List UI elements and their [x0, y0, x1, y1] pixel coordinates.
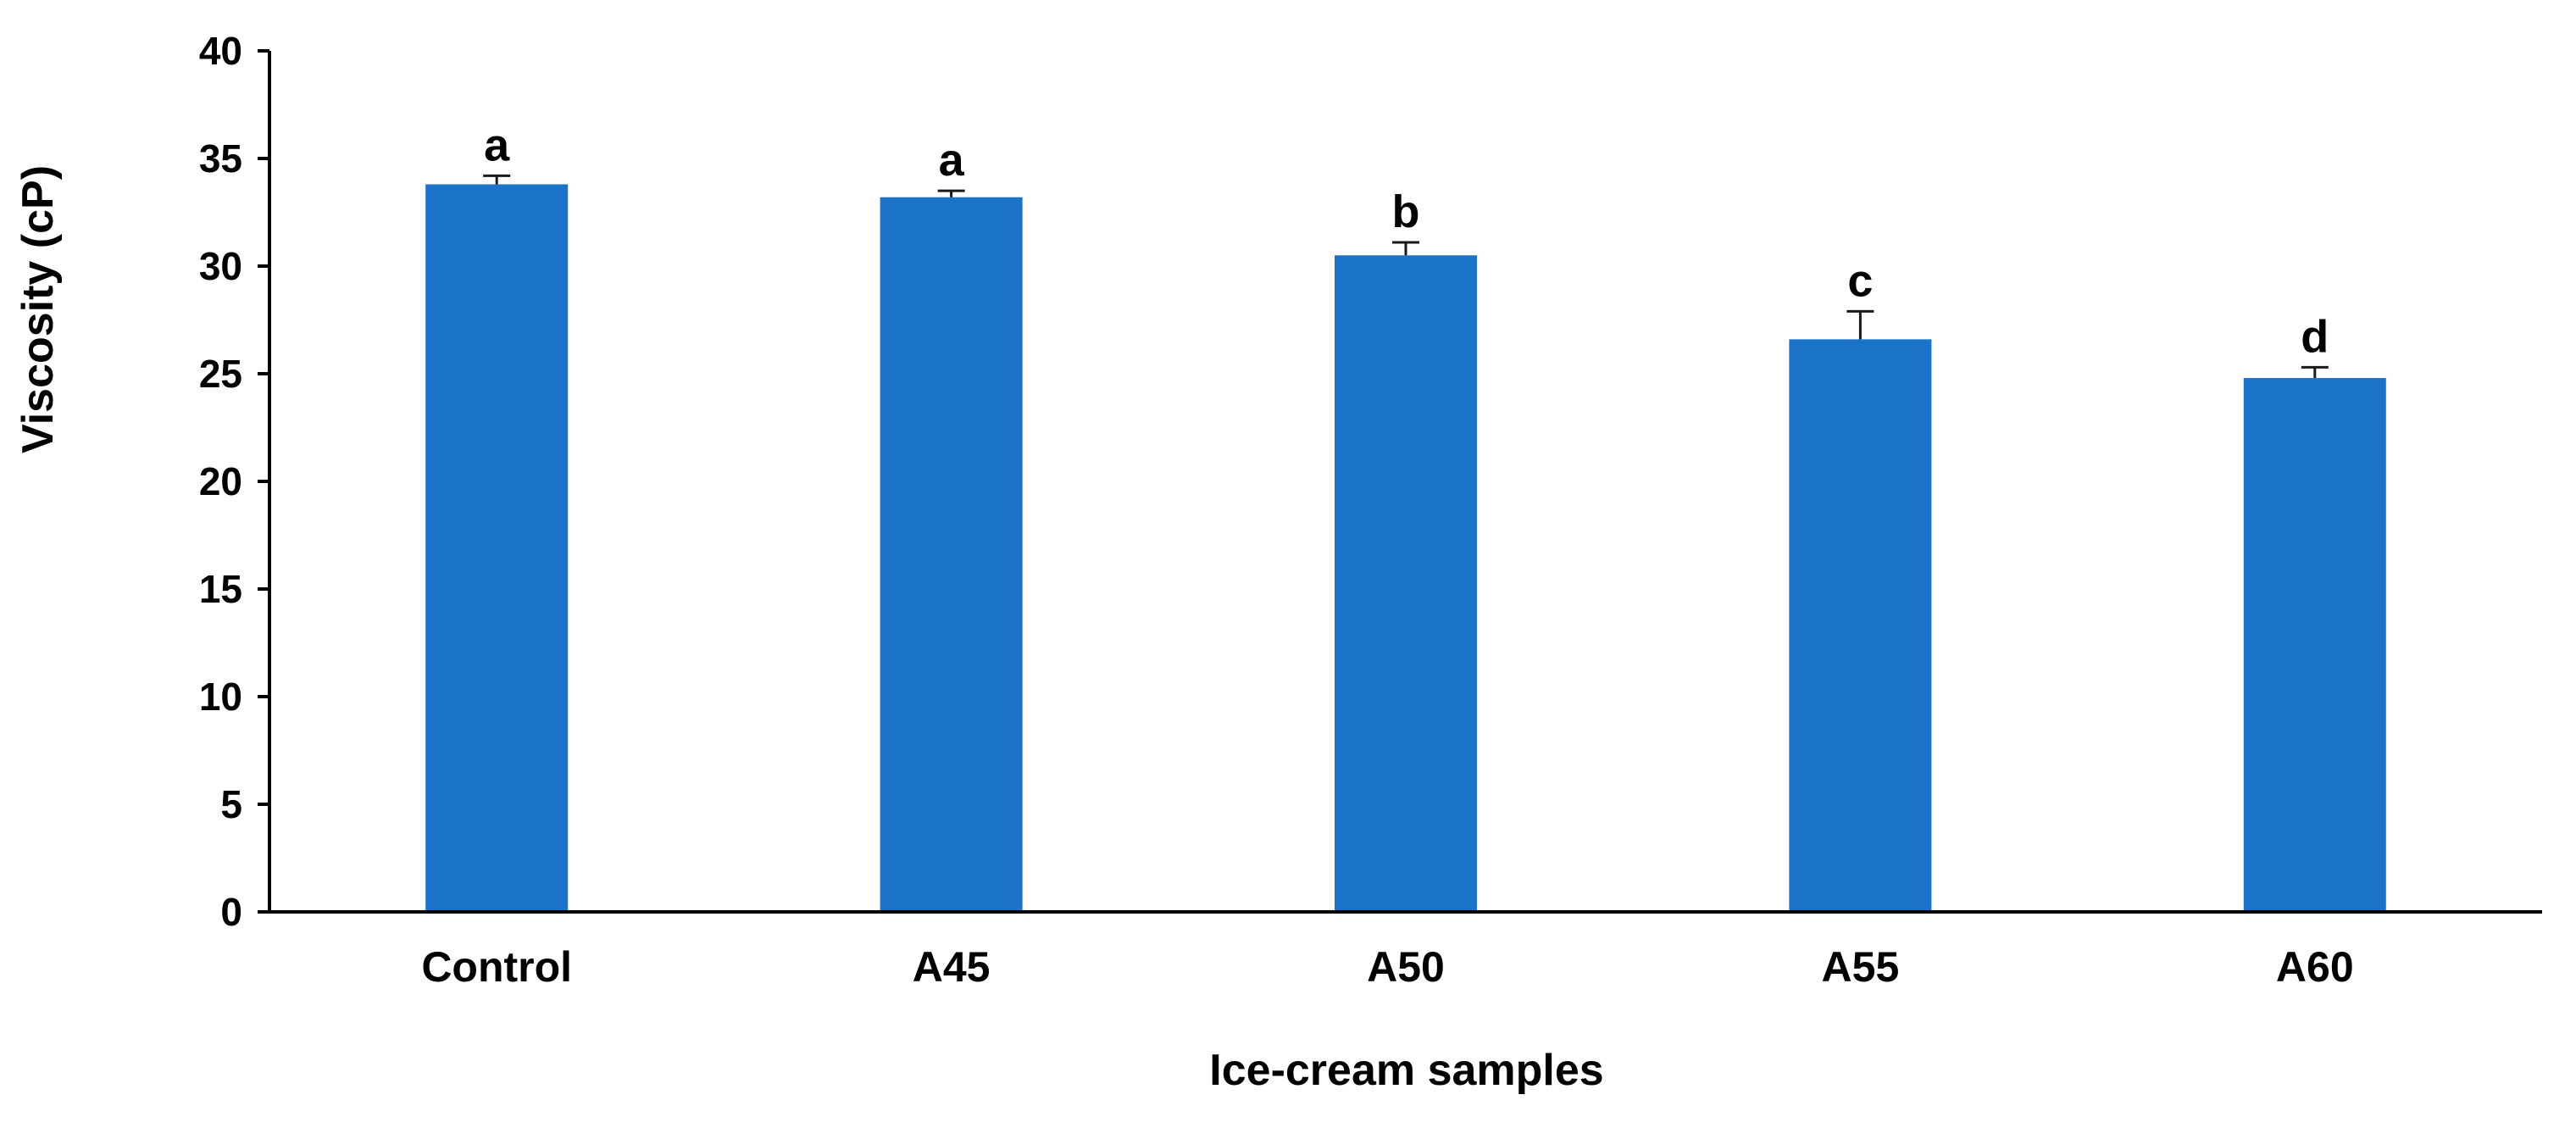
- y-axis-title: Viscosity (cP): [14, 165, 63, 453]
- x-tick-label-a45: A45: [913, 943, 991, 991]
- significance-label-a45: a: [939, 135, 965, 186]
- x-tick-label-a50: A50: [1367, 943, 1445, 991]
- x-tick-label-a60: A60: [2276, 943, 2354, 991]
- significance-label-a60: d: [2301, 311, 2329, 362]
- bar-a55: [1789, 339, 1932, 912]
- y-tick-label: 40: [199, 29, 242, 73]
- bar-a60: [2243, 378, 2386, 913]
- significance-label-a55: c: [1847, 255, 1873, 306]
- y-tick-label: 25: [199, 352, 242, 396]
- x-axis-ticks: Control A45 A50 A55 A60: [421, 943, 2353, 991]
- x-tick-label-control: Control: [421, 943, 572, 991]
- y-tick-label: 15: [199, 567, 242, 611]
- y-tick-label: 0: [220, 890, 242, 934]
- x-tick-label-a55: A55: [1822, 943, 1900, 991]
- y-tick-label: 35: [199, 136, 242, 181]
- error-bars: [483, 174, 2329, 379]
- x-axis-title: Ice-cream samples: [1209, 1046, 1603, 1095]
- bar-control: [425, 184, 569, 913]
- y-axis-ticks: 0 5 10 15 20 25 30 35 40: [199, 29, 269, 934]
- bar-a50: [1335, 255, 1477, 912]
- significance-labels: a a b c d: [484, 119, 2329, 362]
- y-tick-label: 30: [199, 244, 242, 288]
- y-tick-label: 10: [199, 675, 242, 719]
- bars: [425, 184, 2386, 913]
- bar-a45: [880, 197, 1023, 913]
- significance-label-control: a: [484, 119, 510, 170]
- significance-label-a50: b: [1392, 186, 1420, 237]
- y-tick-label: 5: [220, 782, 242, 826]
- y-tick-label: 20: [199, 459, 242, 503]
